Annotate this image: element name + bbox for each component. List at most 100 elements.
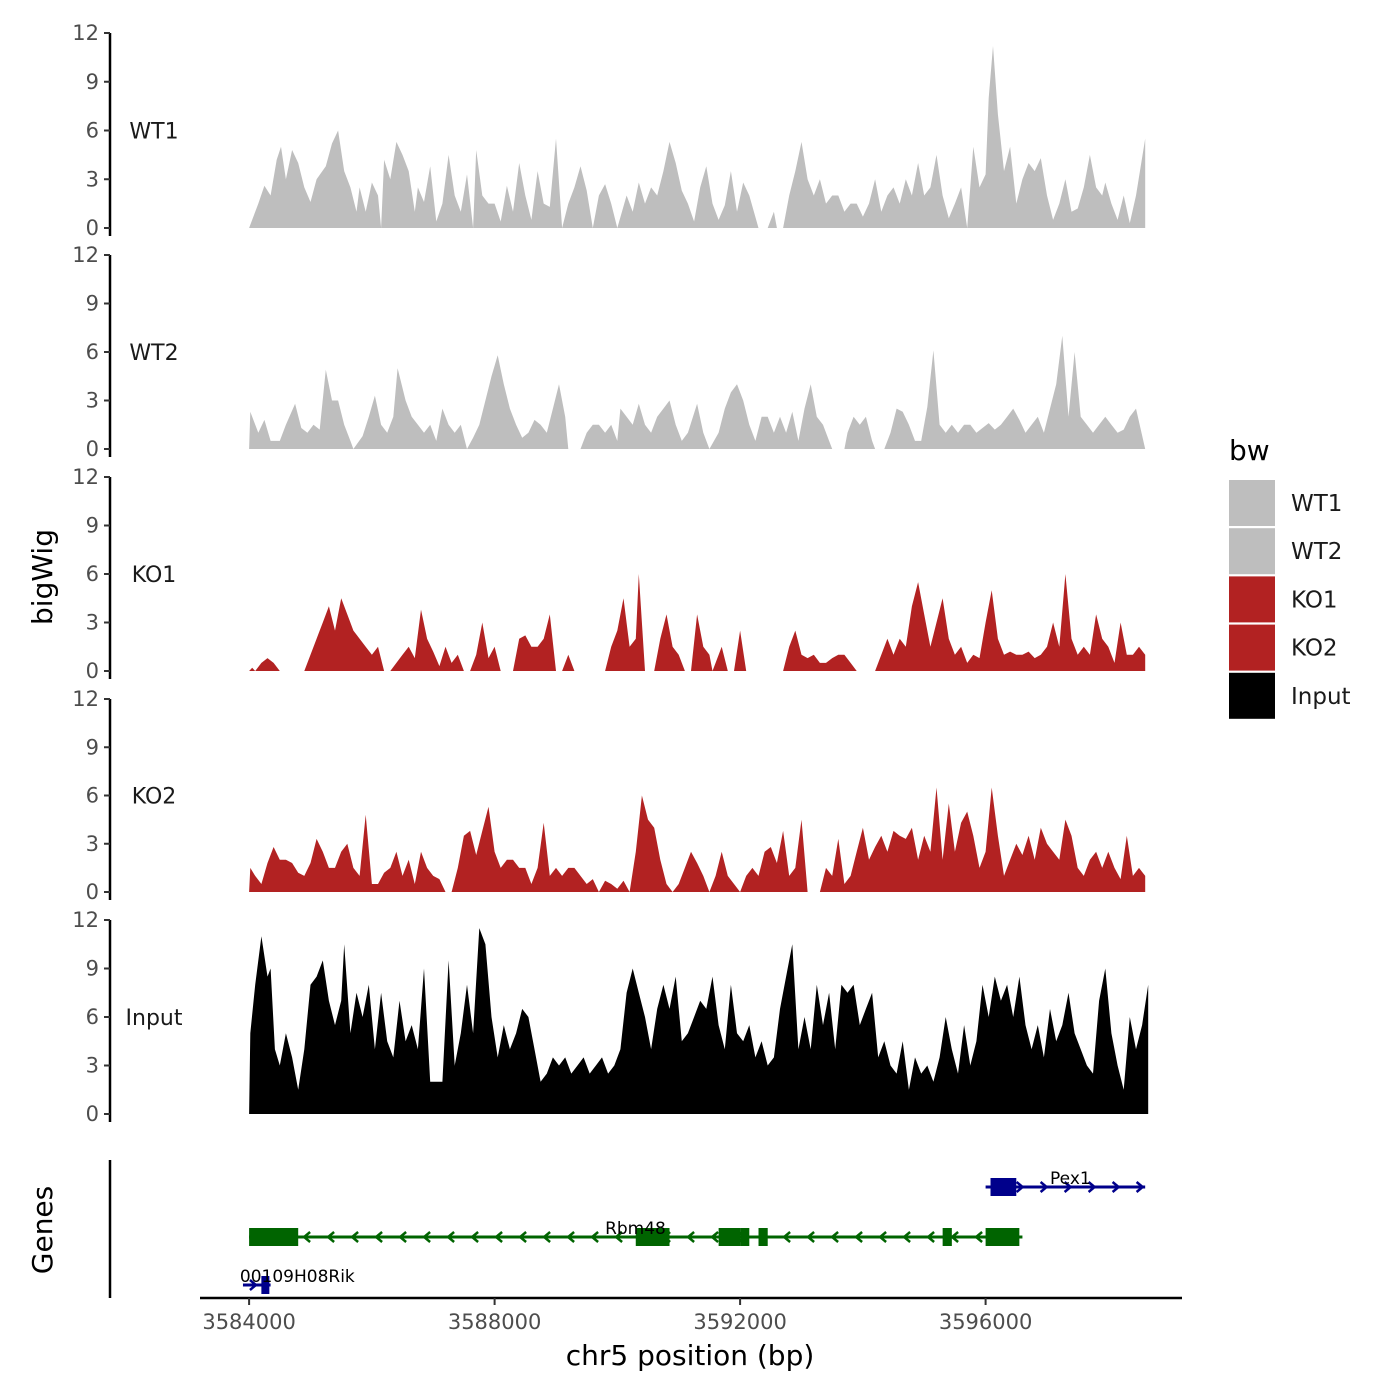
y-tick-label: 12 <box>72 465 99 489</box>
strand-arrow <box>1039 1181 1049 1193</box>
legend-entry-ko2: KO2 <box>1229 624 1338 671</box>
gene-pex1: Pex1 <box>985 1169 1146 1196</box>
exon <box>718 1228 741 1246</box>
strand-arrow <box>590 1231 599 1243</box>
bigwig-tracks: 0 3 6 9 12 WT1 0 3 6 9 12 WT2 0 3 6 9 12 KO1 0 3 6 9 12 KO2 0 3 6 9… <box>72 21 1149 1126</box>
strand-arrow <box>374 1231 383 1243</box>
track-label: WT1 <box>129 120 178 145</box>
y-tick-label: 3 <box>86 611 99 635</box>
y-axis-title: bigWig <box>26 529 59 625</box>
exon <box>261 1276 270 1294</box>
y-tick-label: 6 <box>86 340 99 364</box>
y-tick-label: 6 <box>86 119 99 143</box>
y-tick-label: 9 <box>86 514 99 538</box>
strand-arrow <box>1063 1181 1073 1193</box>
strand-arrow <box>350 1231 359 1243</box>
coverage-area-wt1 <box>249 46 1146 228</box>
strand-arrow <box>782 1231 791 1243</box>
exon <box>942 1228 952 1246</box>
strand-arrow <box>1111 1181 1121 1193</box>
exon <box>740 1228 750 1246</box>
exon <box>249 1228 299 1246</box>
strand-arrow <box>494 1231 503 1243</box>
y-tick-label: 6 <box>86 784 99 808</box>
legend-entry-wt1: WT1 <box>1229 480 1342 526</box>
y-tick-label: 3 <box>86 389 99 413</box>
y-tick-label: 9 <box>86 957 99 981</box>
x-tick-label: 3584000 <box>202 1310 296 1334</box>
strand-arrow <box>950 1231 959 1243</box>
track-label: Input <box>126 1006 183 1031</box>
track-label: KO2 <box>132 785 177 810</box>
strand-arrow <box>1135 1181 1145 1193</box>
strand-arrow <box>710 1231 719 1243</box>
gene-label: Rbm48 <box>605 1219 666 1239</box>
legend-swatch <box>1229 528 1275 575</box>
x-tick-label: 3588000 <box>448 1310 542 1334</box>
strand-arrow <box>926 1231 935 1243</box>
strand-arrow <box>326 1231 335 1243</box>
legend-title: bw <box>1229 434 1270 467</box>
strand-arrow <box>614 1231 623 1243</box>
strand-arrow <box>1015 1181 1025 1193</box>
track-label: KO1 <box>132 563 177 588</box>
coverage-area-ko1 <box>249 574 1146 671</box>
coverage-area-input <box>249 928 1149 1114</box>
exon <box>635 1228 670 1246</box>
y-tick-label: 3 <box>86 832 99 856</box>
track-ko1: 0 3 6 9 12 KO1 <box>72 465 1146 683</box>
strand-arrow <box>854 1231 863 1243</box>
genes-axis-title: Genes <box>26 1186 59 1274</box>
track-label: WT2 <box>129 341 178 366</box>
y-tick-label: 9 <box>86 735 99 759</box>
y-tick-label: 9 <box>86 292 99 316</box>
y-tick-label: 3 <box>86 167 99 191</box>
y-tick-label: 12 <box>72 21 99 45</box>
legend-entry-wt2: WT2 <box>1229 528 1342 575</box>
gene-00109h08rik: 00109H08Rik <box>240 1267 355 1294</box>
strand-arrow <box>422 1231 431 1243</box>
strand-arrow <box>542 1231 551 1243</box>
legend-label: WT2 <box>1291 539 1342 565</box>
exon <box>990 1178 1017 1196</box>
strand-arrow <box>686 1231 695 1243</box>
strand-arrow <box>878 1231 887 1243</box>
legend-swatch <box>1229 480 1275 526</box>
y-tick-label: 0 <box>86 437 99 461</box>
strand-arrow <box>302 1231 311 1243</box>
strand-arrow <box>398 1231 407 1243</box>
y-tick-label: 12 <box>72 243 99 267</box>
coverage-area-wt2 <box>249 335 1146 449</box>
legend-label: WT1 <box>1291 491 1342 517</box>
legend-entry-ko1: KO1 <box>1229 576 1338 623</box>
track-wt2: 0 3 6 9 12 WT2 <box>72 243 1146 461</box>
legend-label: KO2 <box>1291 636 1338 662</box>
strand-arrow <box>830 1231 839 1243</box>
y-tick-label: 12 <box>72 908 99 932</box>
x-tick-label: 3596000 <box>939 1310 1033 1334</box>
strand-arrow <box>446 1231 455 1243</box>
legend: bw WT1 WT2 KO1 KO2 Input <box>1229 434 1351 719</box>
legend-label: Input <box>1291 684 1351 710</box>
y-tick-label: 3 <box>86 1054 99 1078</box>
y-tick-label: 9 <box>86 70 99 94</box>
gene-label: 00109H08Rik <box>240 1267 355 1287</box>
strand-arrow <box>974 1231 983 1243</box>
y-tick-label: 6 <box>86 1005 99 1029</box>
strand-arrow <box>1087 1181 1097 1193</box>
y-tick-label: 12 <box>72 687 99 711</box>
legend-swatch <box>1229 672 1275 719</box>
track-ko2: 0 3 6 9 12 KO2 <box>72 687 1146 904</box>
legend-swatch <box>1229 576 1275 623</box>
legend-label: KO1 <box>1291 587 1338 613</box>
track-input: 0 3 6 9 12 Input <box>72 908 1149 1126</box>
coverage-area-ko2 <box>249 787 1146 892</box>
x-axis: 3584000 3588000 3592000 3596000 <box>200 1296 1182 1334</box>
strand-arrow <box>566 1231 575 1243</box>
y-tick-label: 0 <box>86 659 99 683</box>
strand-arrow <box>518 1231 527 1243</box>
legend-swatch <box>1229 624 1275 671</box>
x-tick-label: 3592000 <box>693 1310 787 1334</box>
gene-annotation-track: Pex1 Rbm48 00109H08Rik <box>108 1160 1146 1298</box>
